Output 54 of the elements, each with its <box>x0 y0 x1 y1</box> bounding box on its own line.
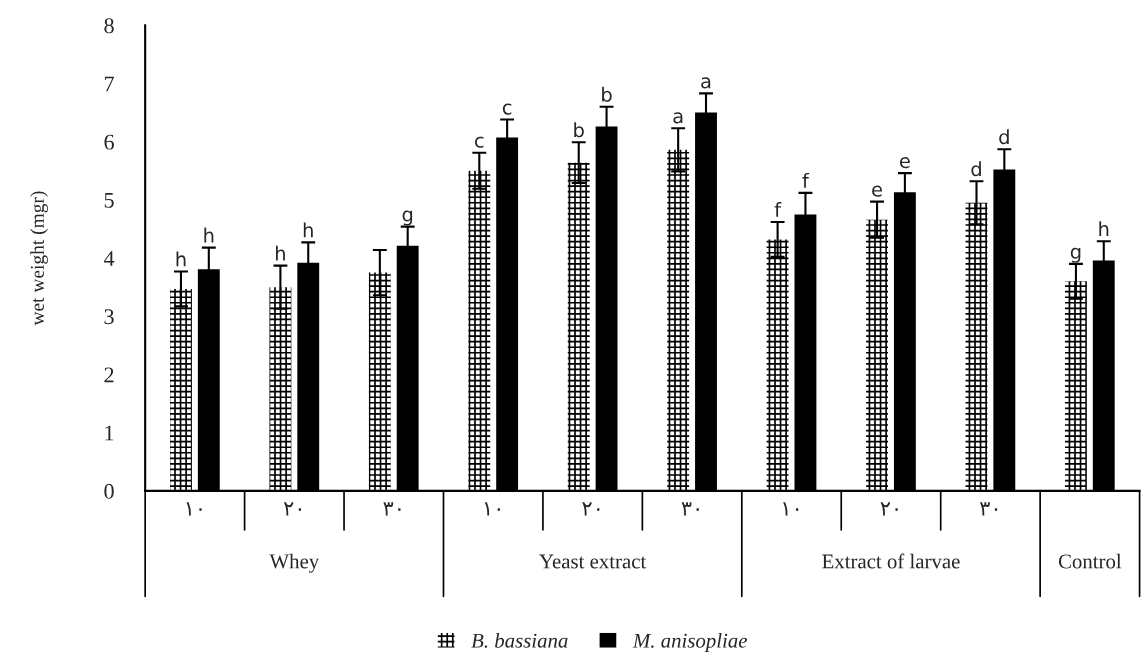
bar <box>766 239 789 491</box>
legend-label: B. bassiana <box>471 633 568 648</box>
bar <box>269 287 292 491</box>
data-label: f <box>802 172 810 188</box>
y-tick-label: 1 <box>105 425 114 441</box>
data-label: h <box>276 245 285 261</box>
legend-label: M. anisopliae <box>632 633 748 652</box>
x-tick-label: ٢٠ <box>283 502 302 516</box>
x-tick-label: ٢٠ <box>880 502 898 516</box>
bar <box>468 170 491 491</box>
y-tick-label: 2 <box>104 367 114 383</box>
bar <box>567 162 590 491</box>
y-axis-title: wet weight (mgr) <box>30 191 48 326</box>
bar <box>170 288 192 491</box>
data-label: g <box>402 210 413 226</box>
bar <box>368 272 391 491</box>
bar <box>965 202 988 491</box>
data-label: h <box>204 227 214 243</box>
data-label: a <box>673 112 683 124</box>
data-label: h <box>176 251 186 267</box>
y-tick-label: 5 <box>104 193 114 208</box>
x-tick-label: ١٠ <box>484 502 500 516</box>
data-label: b <box>602 86 612 102</box>
x-tick-label: ١٠ <box>186 502 202 516</box>
y-tick-label: 7 <box>104 76 114 92</box>
y-tick-label: 6 <box>104 134 114 150</box>
x-tick-label: ٢٠ <box>582 502 600 516</box>
x-tick-label: ٣٠ <box>979 502 998 516</box>
data-label: d <box>971 161 981 177</box>
text: Whey <box>269 553 320 573</box>
data-label: d <box>999 129 1009 145</box>
data-label: c <box>502 103 512 115</box>
bar <box>667 149 690 491</box>
data-label: e <box>872 185 882 197</box>
bar <box>1064 281 1087 491</box>
data-label: e <box>899 157 910 169</box>
y-tick-label: 0 <box>104 483 114 499</box>
data-label: h <box>1099 221 1109 236</box>
y-tick-label: 3 <box>104 309 114 325</box>
data-label: a <box>701 77 711 89</box>
data-label: b <box>574 122 584 138</box>
text: Yeast extract <box>539 554 647 569</box>
y-tick-label: 8 <box>104 18 114 34</box>
text: Extract of larvae <box>822 553 960 569</box>
x-tick-label: ٣٠ <box>383 502 401 516</box>
x-tick-label: ٣٠ <box>681 502 699 516</box>
data-label: f <box>774 202 782 217</box>
y-tick-label: 4 <box>103 251 115 266</box>
text: Control <box>1058 553 1122 569</box>
data-label: c <box>475 136 484 148</box>
x-tick-label: ١٠ <box>783 502 799 516</box>
data-label: g <box>1070 247 1081 263</box>
data-label: h <box>303 222 313 238</box>
bar <box>866 219 888 491</box>
